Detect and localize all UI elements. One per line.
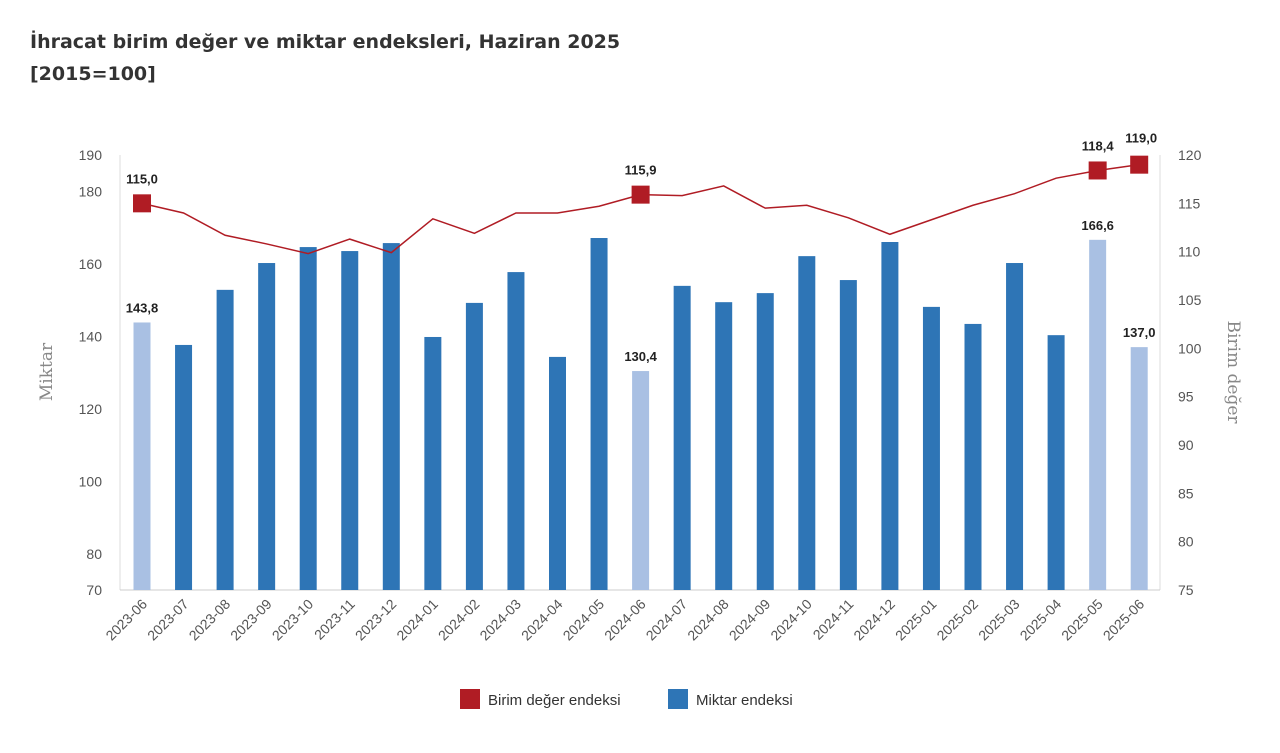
y2-tick-label: 90 <box>1178 437 1194 453</box>
title-text: İhracat birim değer ve miktar endeksleri… <box>30 31 621 53</box>
legend-label-birim-deger: Birim değer endeksi <box>488 692 621 709</box>
x-tick-label: 2025-01 <box>892 596 940 644</box>
subtitle-text: [2015=100] <box>30 63 156 85</box>
x-tick-label: 2024-05 <box>560 596 608 644</box>
x-tick-label: 2024-12 <box>850 596 898 644</box>
x-tick-label: 2024-04 <box>518 596 566 644</box>
legend-swatch-birim-deger <box>460 689 480 709</box>
y2-tick-label: 105 <box>1178 292 1202 308</box>
bar-data-label: 143,8 <box>126 300 159 315</box>
y-tick-label: 100 <box>79 473 103 489</box>
bar-2024-02 <box>465 302 483 590</box>
x-tick-label: 2024-07 <box>643 596 691 644</box>
line-data-label: 115,9 <box>625 163 657 178</box>
bar-2025-06 <box>1130 347 1148 590</box>
bar-2023-10 <box>299 247 317 590</box>
y2-tick-label: 120 <box>1178 147 1202 163</box>
line-marker-2025-06 <box>1130 155 1149 174</box>
line-marker-2025-05 <box>1088 161 1107 180</box>
x-tick-label: 2023-11 <box>311 596 358 643</box>
y2-tick-label: 80 <box>1178 534 1194 550</box>
chart-title: İhracat birim değer ve miktar endeksleri… <box>30 26 620 90</box>
bar-2024-01 <box>424 336 442 590</box>
y-tick-label: 180 <box>79 183 103 199</box>
line-marker-2023-06 <box>133 194 151 213</box>
bar-2025-02 <box>964 323 982 590</box>
x-tick-label: 2024-09 <box>726 596 774 644</box>
bar-2025-05 <box>1089 239 1107 590</box>
y2-tick-label: 110 <box>1178 244 1201 260</box>
x-tick-label: 2023-12 <box>352 596 400 644</box>
x-tick-label: 2023-09 <box>227 596 275 644</box>
x-tick-label: 2025-03 <box>975 596 1023 644</box>
x-tick-label: 2023-10 <box>269 596 317 644</box>
y-tick-label: 70 <box>86 582 102 598</box>
x-tick-label: 2025-02 <box>933 596 981 644</box>
bar-data-label: 137,0 <box>1123 325 1156 340</box>
x-tick-label: 2023-08 <box>186 596 234 644</box>
legend-label-miktar: Miktar endeksi <box>696 692 793 709</box>
line-data-label: 119,0 <box>1125 131 1157 146</box>
x-tick-label: 2025-06 <box>1100 596 1148 644</box>
bar-2024-03 <box>507 272 525 590</box>
bar-2025-01 <box>922 306 940 590</box>
bar-2023-08 <box>216 289 234 590</box>
x-tick-label: 2024-08 <box>684 596 732 644</box>
bar-2024-04 <box>549 356 566 590</box>
bar-2025-03 <box>1006 263 1024 590</box>
bar-2023-07 <box>175 344 193 590</box>
y-tick-label: 120 <box>79 401 103 417</box>
bar-2024-08 <box>715 302 733 590</box>
bar-2024-09 <box>756 293 774 590</box>
line-birim-deger <box>141 163 1140 255</box>
bar-2024-10 <box>798 256 816 590</box>
x-tick-label: 2025-04 <box>1017 596 1065 644</box>
y2-tick-label: 100 <box>1178 340 1202 356</box>
bar-2025-04 <box>1047 335 1065 590</box>
y-tick-label: 80 <box>86 546 102 562</box>
legend-swatch-miktar <box>668 689 688 709</box>
x-tick-label: 2024-11 <box>810 596 857 643</box>
bar-2023-11 <box>341 251 359 590</box>
line-data-label: 118,4 <box>1082 138 1115 153</box>
y2-tick-label: 95 <box>1178 389 1194 405</box>
x-tick-label: 2024-02 <box>435 596 483 644</box>
line-marker-2024-06 <box>631 185 650 204</box>
bar-2024-12 <box>881 242 899 590</box>
y2-tick-label: 85 <box>1178 485 1194 501</box>
x-tick-label: 2023-07 <box>144 596 192 644</box>
line-data-label: 115,0 <box>126 171 158 186</box>
y-tick-label: 160 <box>79 256 103 272</box>
y-tick-label: 190 <box>79 147 103 163</box>
bar-2024-11 <box>839 280 857 590</box>
bar-2023-12 <box>382 243 400 590</box>
bar-2024-07 <box>673 285 691 590</box>
x-tick-label: 2024-10 <box>767 596 815 644</box>
y2-tick-label: 115 <box>1178 195 1201 211</box>
x-tick-label: 2025-05 <box>1058 596 1106 644</box>
y-axis-label: Miktar <box>37 342 57 401</box>
x-tick-label: 2024-06 <box>601 596 649 644</box>
y-tick-label: 140 <box>79 328 103 344</box>
y2-axis-label: Birim değer <box>1223 320 1243 424</box>
x-tick-label: 2024-01 <box>393 596 441 644</box>
bar-2024-06 <box>632 371 650 590</box>
x-tick-label: 2024-03 <box>476 596 524 644</box>
y2-tick-label: 75 <box>1178 582 1194 598</box>
bar-2024-05 <box>590 238 608 590</box>
bar-2023-09 <box>258 263 276 590</box>
bar-2023-06 <box>133 322 151 590</box>
bar-data-label: 166,6 <box>1081 218 1114 233</box>
x-tick-label: 2023-06 <box>102 596 150 644</box>
bar-data-label: 130,4 <box>624 349 657 364</box>
